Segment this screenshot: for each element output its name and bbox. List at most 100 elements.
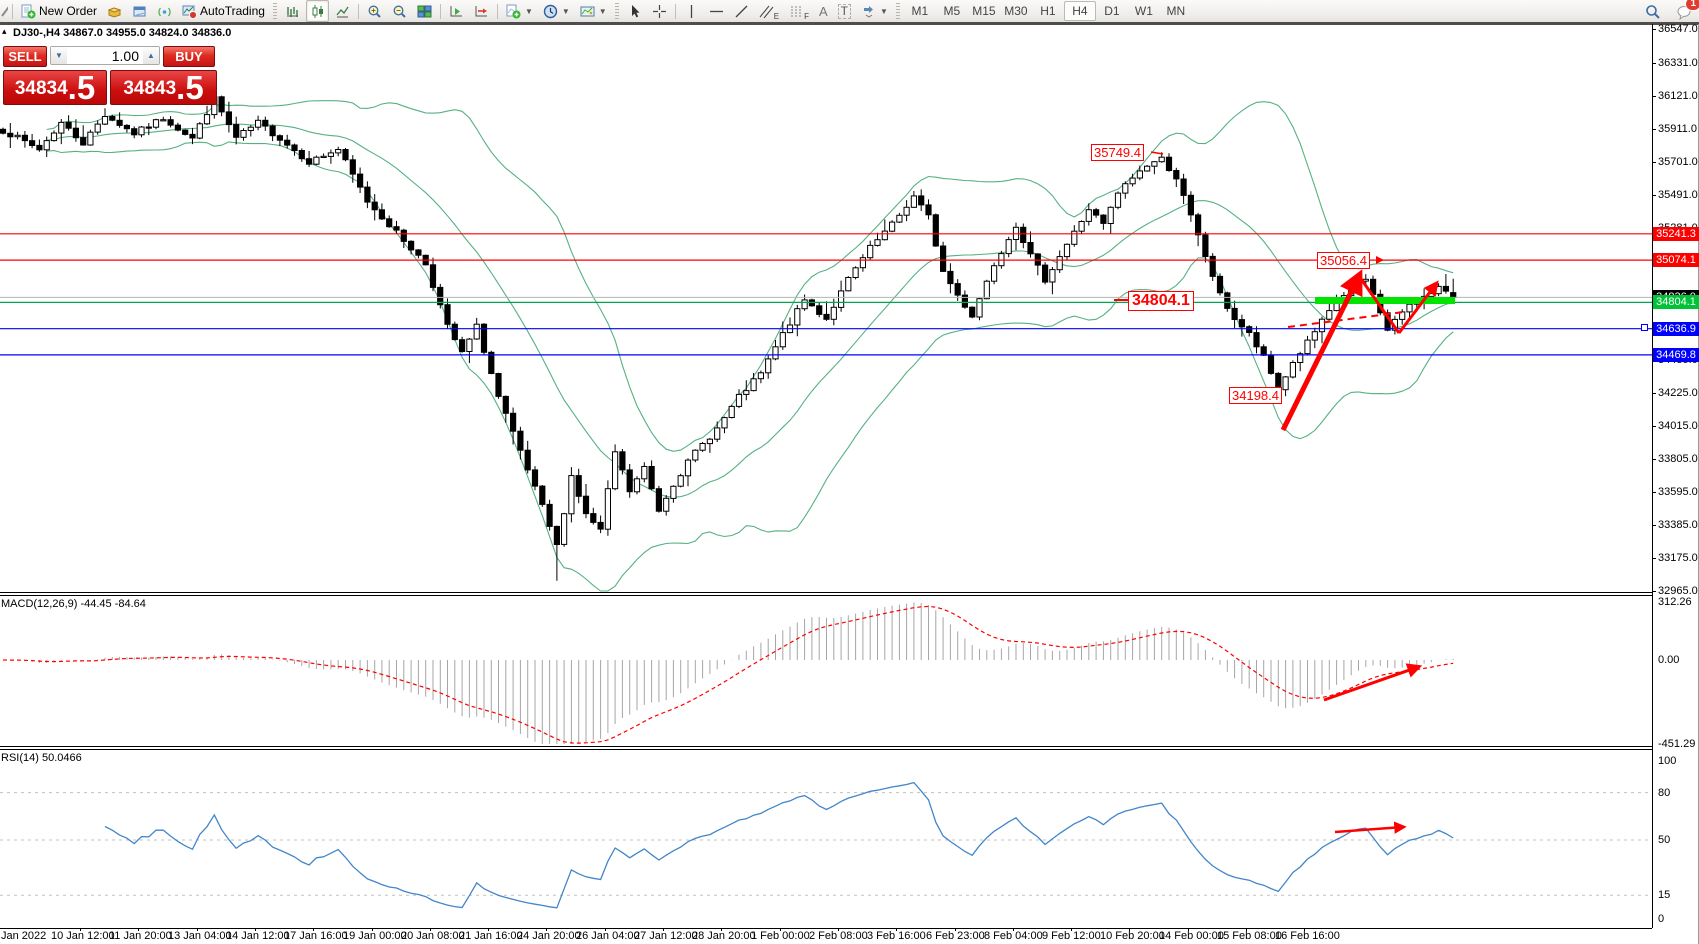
- volume-increase-button[interactable]: ▲: [143, 47, 159, 64]
- notification-badge: 1: [1685, 0, 1699, 11]
- price-axis-tick: [1652, 129, 1656, 130]
- dropdown-caret: ▼: [879, 6, 888, 16]
- vertical-line-button[interactable]: [680, 0, 703, 22]
- autotrading-button[interactable]: AutoTrading: [178, 0, 269, 22]
- support-price-tag: 34636.9: [1653, 322, 1699, 336]
- main-chart-canvas[interactable]: [0, 24, 1652, 592]
- time-axis-tick: [1188, 928, 1189, 931]
- time-axis-label: 1 Feb 00:00: [751, 930, 810, 942]
- signals-icon: [157, 4, 172, 19]
- chart-shift-button[interactable]: [470, 0, 493, 22]
- equidistant-channel-button[interactable]: E: [755, 0, 783, 22]
- zoom-in-icon: [367, 4, 382, 19]
- price-annotation-34198.4[interactable]: 34198.4: [1229, 387, 1282, 404]
- line-selection-handle[interactable]: [1641, 324, 1648, 331]
- market-watch-button[interactable]: [103, 0, 126, 22]
- pane-divider[interactable]: [0, 595, 1652, 596]
- price-axis-label: 36121.0: [1658, 90, 1698, 102]
- support-price-tag: 34469.8: [1653, 348, 1699, 362]
- time-axis-label: 19 Jan 00:00: [343, 930, 407, 942]
- time-axis-tick: [1129, 928, 1130, 931]
- time-axis-label: 6 Feb 23:00: [926, 930, 985, 942]
- timeframe-M30[interactable]: M30: [1004, 4, 1028, 18]
- time-axis-label: 16 Feb 16:00: [1275, 930, 1340, 942]
- timeframe-MN[interactable]: MN: [1166, 4, 1186, 18]
- timeframe-H1[interactable]: H1: [1040, 4, 1056, 18]
- toolbar: New Order AutoTrading: [0, 0, 1699, 25]
- new-order-label: New Order: [39, 4, 98, 18]
- pane-divider[interactable]: [0, 746, 1652, 747]
- separator: [357, 3, 359, 19]
- time-axis-tick: [1071, 928, 1072, 931]
- clipped-icon: [0, 4, 8, 19]
- price-axis-label: 34225.0: [1658, 387, 1698, 399]
- volume-decrease-button[interactable]: ▼: [51, 47, 67, 64]
- indicators-button[interactable]: ▼: [502, 0, 537, 22]
- trendline-button[interactable]: [730, 0, 753, 22]
- notifications-button[interactable]: 1: [1672, 0, 1699, 22]
- timeframe-W1[interactable]: W1: [1134, 4, 1153, 18]
- macd-pane-canvas[interactable]: [0, 595, 1652, 746]
- sell-price-display[interactable]: 34834.5: [3, 70, 108, 105]
- collapse-arrow-icon[interactable]: ▴: [2, 26, 7, 36]
- bar-chart-button[interactable]: [281, 0, 304, 22]
- price-axis-label: 32965.0: [1658, 585, 1698, 597]
- time-axis-label: 8 Feb 04:00: [984, 930, 1043, 942]
- crosshair-button[interactable]: [648, 0, 671, 22]
- one-click-trading-panel: SELL ▼ 1.00 ▲ BUY 34834.5 34843.5: [3, 46, 217, 105]
- timeframe-D1[interactable]: D1: [1104, 4, 1120, 18]
- data-window-button[interactable]: [128, 0, 151, 22]
- sell-price-main: 34834: [14, 78, 68, 99]
- candlestick-chart-icon: [310, 4, 325, 19]
- time-axis-line: [0, 928, 1652, 929]
- timeframe-H4[interactable]: H4: [1063, 1, 1096, 21]
- price-annotation-35056.4[interactable]: 35056.4: [1317, 252, 1370, 269]
- separator: [12, 3, 13, 19]
- time-axis-tick: [546, 928, 547, 931]
- rsi-axis-label: 0: [1658, 913, 1665, 925]
- timeframe-M15[interactable]: M15: [972, 4, 996, 18]
- timeframe-M5[interactable]: M5: [943, 4, 961, 18]
- sell-button[interactable]: SELL: [3, 46, 47, 67]
- price-axis-line: [1652, 24, 1653, 928]
- new-order-button[interactable]: New Order: [17, 0, 101, 22]
- pane-divider[interactable]: [0, 592, 1652, 593]
- text-label-button[interactable]: T: [834, 0, 855, 22]
- buy-button[interactable]: BUY: [163, 46, 215, 67]
- time-axis-tick: [430, 928, 431, 931]
- rsi-axis-label: 50: [1658, 834, 1671, 846]
- time-axis-tick: [488, 928, 489, 931]
- autotrading-icon: [182, 4, 198, 19]
- horizontal-line-button[interactable]: [705, 0, 728, 22]
- periods-button[interactable]: ▼: [539, 0, 574, 22]
- price-axis-tick: [1652, 591, 1656, 592]
- text-button[interactable]: A: [815, 0, 832, 22]
- tile-windows-button[interactable]: [413, 0, 436, 22]
- resistance-price-tag: 35241.3: [1653, 227, 1699, 241]
- zoom-out-button[interactable]: [388, 0, 411, 22]
- pane-divider[interactable]: [0, 749, 1652, 750]
- dropdown-caret: ▼: [598, 6, 607, 16]
- price-axis-tick: [1652, 525, 1656, 526]
- price-axis-label: 36331.0: [1658, 57, 1698, 69]
- auto-scroll-button[interactable]: [445, 0, 468, 22]
- line-chart-button[interactable]: [331, 0, 354, 22]
- timeframe-M1[interactable]: M1: [911, 4, 929, 18]
- price-annotation-34804.1[interactable]: 34804.1: [1128, 291, 1194, 311]
- buy-price-display[interactable]: 34843.5: [110, 70, 217, 105]
- templates-button[interactable]: ▼: [576, 0, 611, 22]
- time-axis-tick: [1304, 928, 1305, 931]
- volume-value[interactable]: 1.00: [111, 47, 139, 64]
- support-price-tag: 34804.1: [1653, 295, 1699, 309]
- search-button[interactable]: [1641, 0, 1664, 22]
- rsi-pane-canvas[interactable]: [0, 749, 1652, 928]
- signals-button[interactable]: [153, 0, 176, 22]
- candlestick-chart-button[interactable]: [305, 0, 329, 22]
- arrows-button[interactable]: ▼: [857, 0, 892, 22]
- price-axis-tick: [1652, 393, 1656, 394]
- fibonacci-button[interactable]: F: [785, 0, 813, 22]
- time-axis-label: 28 Jan 20:00: [692, 930, 756, 942]
- cursor-button[interactable]: [623, 0, 646, 22]
- price-annotation-35749.4[interactable]: 35749.4: [1091, 144, 1144, 161]
- zoom-in-button[interactable]: [363, 0, 386, 22]
